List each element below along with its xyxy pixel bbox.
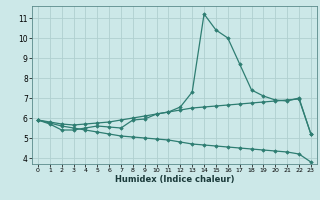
X-axis label: Humidex (Indice chaleur): Humidex (Indice chaleur) [115, 175, 234, 184]
